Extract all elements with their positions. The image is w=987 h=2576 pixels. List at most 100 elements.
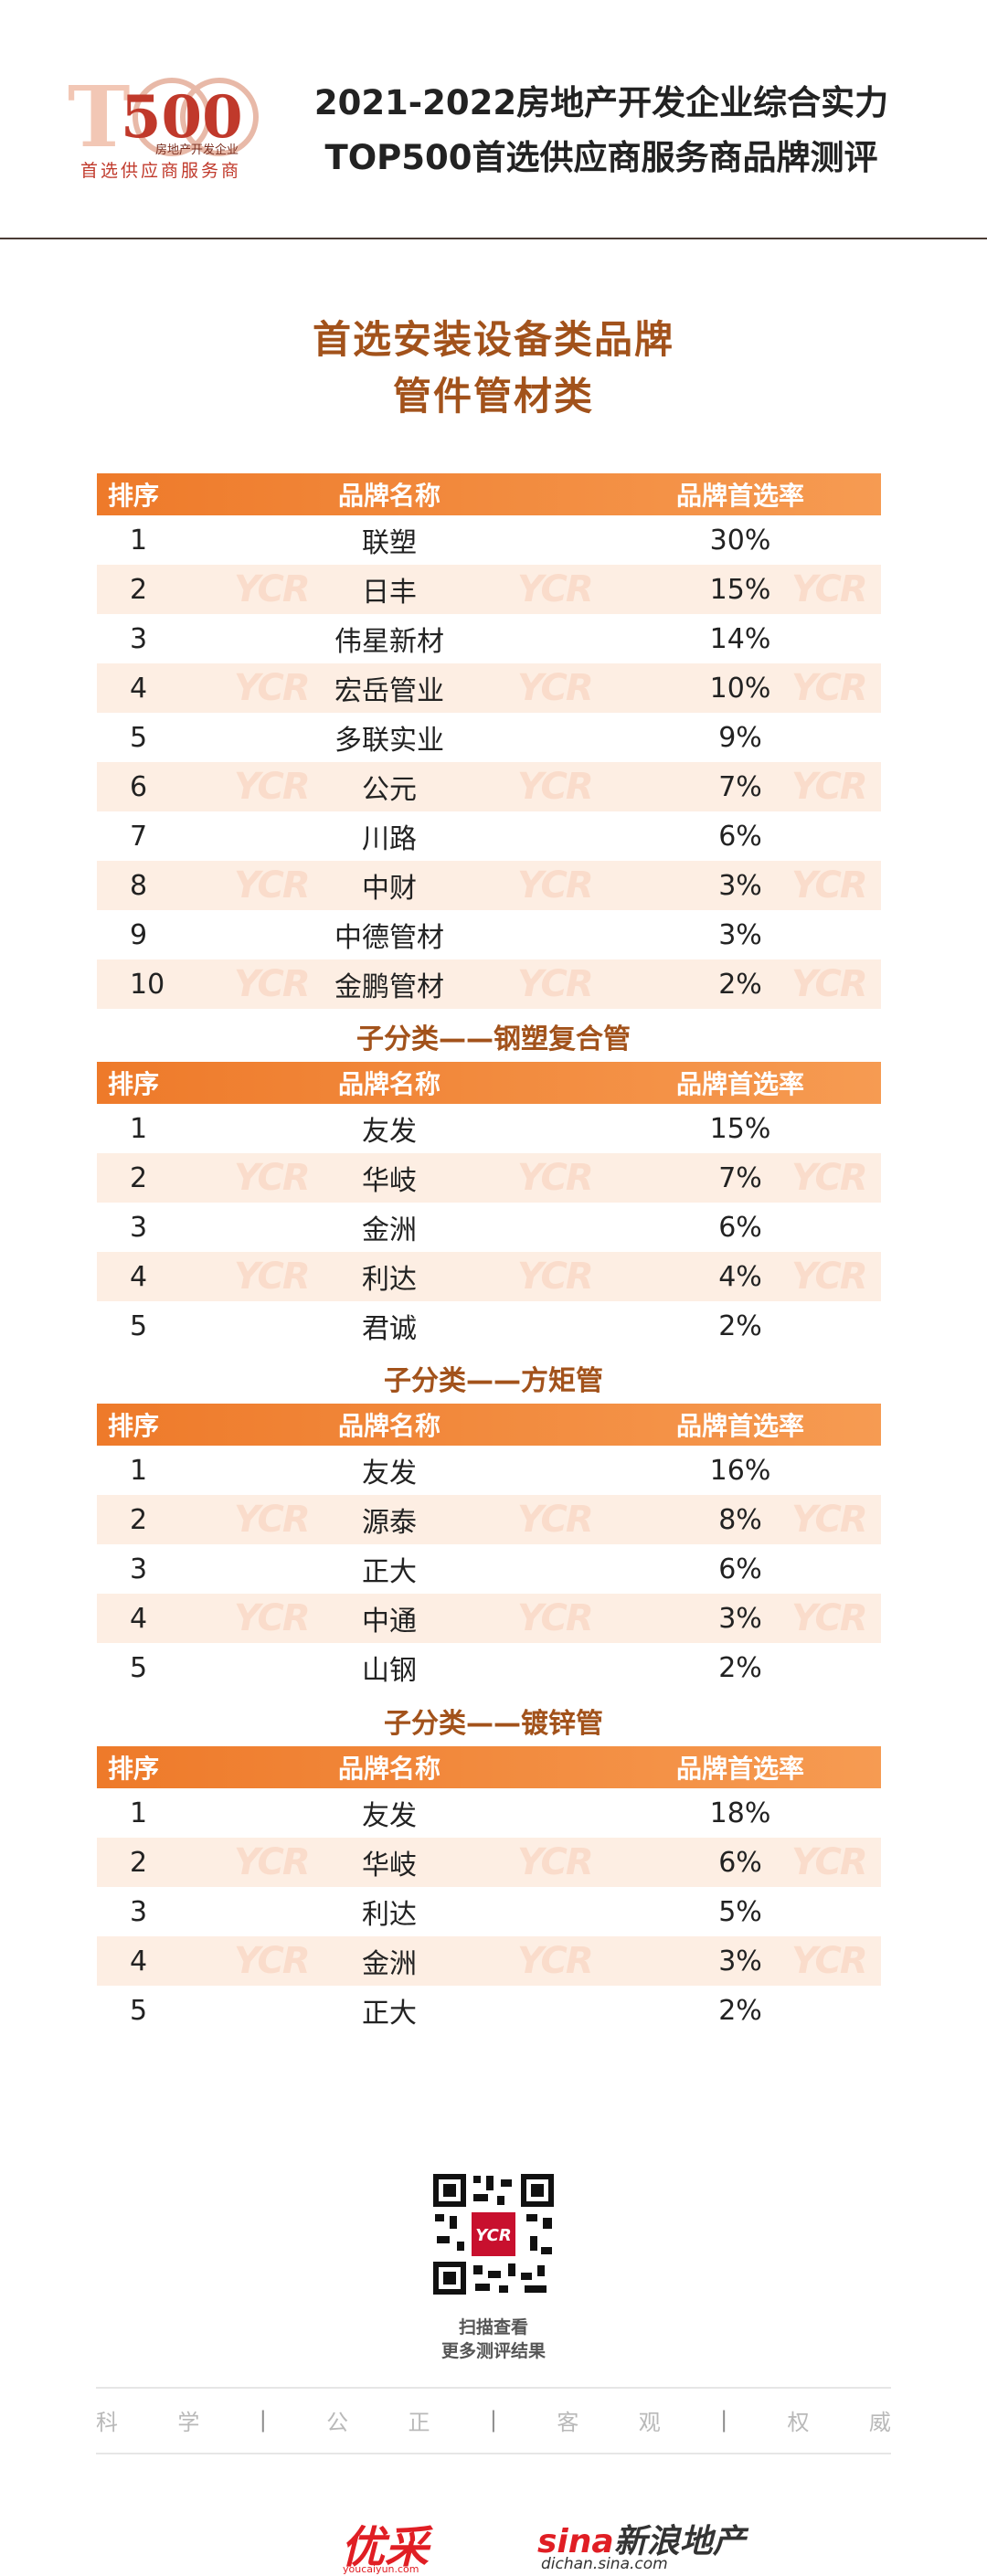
rank-cell: 3 [130, 1211, 148, 1244]
watermark: YCR [517, 1597, 594, 1639]
watermark: YCR [234, 963, 311, 1005]
header-rank: 排序 [108, 1411, 160, 1441]
subcategory-title-steel-plastic: 子分类——钢塑复合管 [356, 1023, 631, 1055]
brand-table-main: 排序 品牌名称 品牌首选率 1 联塑 30% 2 日丰 15% YCR YCR YCR 3 伟星新材 14%… [97, 473, 881, 1009]
logo-number: 500 [121, 83, 243, 152]
table-row: 2 源泰 8% YCR YCR YCR [97, 1495, 881, 1544]
rank-cell: 1 [130, 524, 148, 557]
rate-cell: 2% [718, 1994, 762, 2027]
rate-cell: 9% [718, 721, 762, 754]
table-row: 3 金洲 6% [97, 1203, 881, 1252]
rank-cell: 1 [130, 1112, 148, 1145]
watermark: YCR [234, 1597, 311, 1639]
brand-cell: 伟星新材 [334, 626, 444, 658]
brand-cell: 宏岳管业 [334, 675, 444, 707]
rate-cell: 18% [709, 1797, 771, 1829]
watermark: YCR [234, 1940, 311, 1982]
watermark: YCR [234, 766, 311, 808]
motto-separator: | [259, 2407, 267, 2433]
main-title-line2: 管件管材类 [392, 374, 594, 419]
brand-cell: 源泰 [362, 1507, 417, 1539]
table-row: 9 中德管材 3% [97, 910, 881, 959]
watermark: YCR [517, 963, 594, 1005]
sina-logo-url: dichan.sina.com [541, 2555, 668, 2573]
logo-caption: 房地产开发企业 [155, 143, 239, 157]
brand-cell: 山钢 [362, 1655, 417, 1687]
watermark: YCR [791, 667, 868, 709]
brand-cell: 友发 [362, 1116, 417, 1148]
rate-cell: 3% [718, 918, 762, 951]
motto-char: 观 [638, 2409, 661, 2435]
motto-separator: | [720, 2407, 728, 2433]
table-row: 6 公元 7% YCR YCR YCR [97, 762, 881, 811]
watermark: YCR [791, 1597, 868, 1639]
rate-cell: 3% [718, 869, 762, 902]
rank-cell: 9 [130, 918, 148, 951]
rate-cell: 2% [718, 1651, 762, 1684]
rate-cell: 4% [718, 1260, 762, 1293]
table-row: 1 友发 18% [97, 1788, 881, 1838]
brand-cell: 正大 [362, 1556, 417, 1588]
rate-cell: 5% [718, 1895, 762, 1928]
header-rank: 排序 [108, 1754, 160, 1784]
svg-text:YCR: YCR [475, 2226, 511, 2245]
rate-cell: 16% [709, 1454, 771, 1487]
rank-cell: 5 [130, 721, 148, 754]
motto-char: 学 [177, 2409, 200, 2435]
table-row: 7 川路 6% [97, 811, 881, 861]
brand-cell: 中财 [362, 873, 417, 905]
rank-cell: 3 [130, 1895, 148, 1928]
brand-cell: 金鹏管材 [334, 971, 444, 1003]
brand-cell: 君诚 [362, 1313, 417, 1345]
qr-caption-line2: 更多测评结果 [440, 2341, 546, 2361]
table-header: 排序 品牌名称 品牌首选率 [97, 1746, 881, 1788]
watermark: YCR [791, 1940, 868, 1982]
watermark: YCR [791, 1499, 868, 1541]
rank-cell: 2 [130, 1503, 148, 1536]
motto-separator: | [489, 2407, 497, 2433]
header-title-line2: TOP500首选供应商服务商品牌测评 [324, 138, 878, 177]
table-row: 2 华岐 6% YCR YCR YCR [97, 1838, 881, 1887]
brand-cell: 多联实业 [334, 725, 444, 757]
rank-cell: 2 [130, 1846, 148, 1879]
watermark: YCR [517, 667, 594, 709]
footer-divider-top [96, 2387, 891, 2389]
watermark: YCR [517, 568, 594, 610]
header-rate: 品牌首选率 [675, 1411, 804, 1441]
rate-cell: 3% [718, 1602, 762, 1635]
qr-code-icon[interactable]: YCR [430, 2170, 557, 2298]
table-row: 1 友发 16% [97, 1446, 881, 1495]
header-brand: 品牌名称 [337, 1754, 440, 1784]
table-row: 4 中通 3% YCR YCR YCR [97, 1594, 881, 1643]
qr-caption-line1: 扫描查看 [458, 2317, 528, 2337]
watermark: YCR [791, 1256, 868, 1298]
table-row: 1 联塑 30% [97, 515, 881, 565]
watermark: YCR [234, 667, 311, 709]
table-row: 1 友发 15% [97, 1104, 881, 1153]
brand-cell: 友发 [362, 1458, 417, 1489]
rank-cell: 4 [130, 672, 148, 705]
table-row: 5 君诚 2% [97, 1301, 881, 1351]
header-rank: 排序 [108, 481, 160, 511]
table-row: 8 中财 3% YCR YCR YCR [97, 861, 881, 910]
sina-logo: sina新浪地产 [537, 2515, 746, 2562]
watermark: YCR [517, 1841, 594, 1883]
brand-cell: 中通 [362, 1606, 417, 1638]
table-row: 5 山钢 2% [97, 1643, 881, 1692]
rate-cell: 10% [709, 672, 771, 705]
brand-table-steel-plastic: 排序 品牌名称 品牌首选率 1 友发 15% 2 华岐 7% YCR YCR YCR 3 金洲 6% 4 利达 4… [97, 1062, 881, 1351]
table-row: 3 正大 6% [97, 1544, 881, 1594]
brand-cell: 联塑 [362, 527, 417, 559]
rate-cell: 15% [709, 1112, 771, 1145]
sina-logo-text: 新浪地产 [613, 2523, 746, 2560]
youcai-logo: 优采 [341, 2522, 430, 2573]
watermark: YCR [791, 1157, 868, 1199]
table-row: 10 金鹏管材 2% YCR YCR YCR [97, 959, 881, 1009]
table-row: 2 日丰 15% YCR YCR YCR [97, 565, 881, 614]
table-row: 5 正大 2% [97, 1986, 881, 2035]
rank-cell: 3 [130, 622, 148, 655]
brand-cell: 华岐 [362, 1165, 417, 1197]
brand-cell: 公元 [362, 774, 417, 806]
rate-cell: 15% [709, 573, 771, 606]
watermark: YCR [517, 1157, 594, 1199]
